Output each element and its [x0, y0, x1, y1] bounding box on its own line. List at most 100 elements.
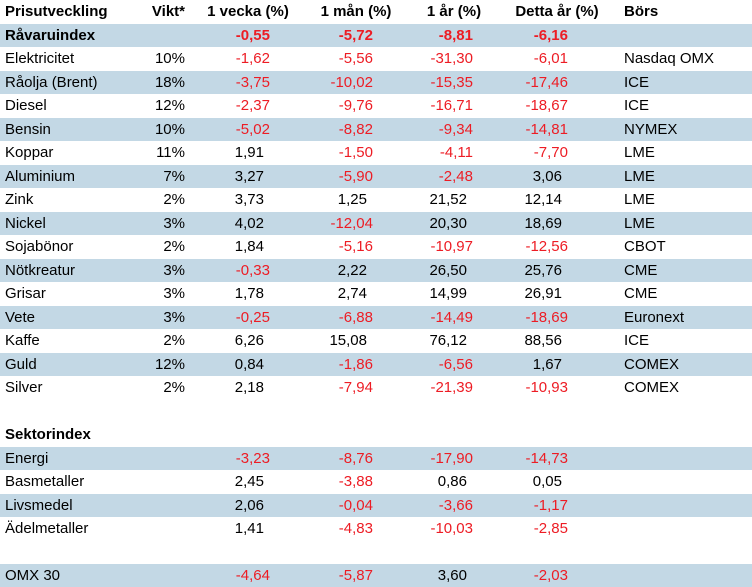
- vecka-value: -0,55: [235, 26, 270, 44]
- man-value: -5,72: [338, 26, 373, 44]
- label-cell: Aluminium: [5, 167, 76, 185]
- ar-cell: -4,11: [406, 141, 502, 165]
- ar-cell: -2,48: [406, 165, 502, 189]
- vikt-cell: 3%: [163, 285, 185, 302]
- vecka-cell: -4,64: [190, 564, 306, 587]
- detta-cell: -12,56: [502, 235, 612, 259]
- ar-cell: 14,99: [406, 282, 502, 306]
- detta-value: -6,16: [533, 26, 568, 44]
- column-header-detta: Detta år (%): [515, 3, 599, 20]
- vecka-value: 4,02: [234, 214, 264, 232]
- man-value: -9,76: [338, 97, 373, 114]
- vecka-cell: 2,18: [190, 376, 306, 400]
- table-row: Bensin 10% -5,02 -8,82 -9,34 -14,81 NYMEX: [0, 117, 752, 142]
- vecka-value: -0,33: [235, 261, 270, 279]
- ar-value: -8,81: [438, 26, 473, 44]
- man-value: 2,74: [337, 285, 367, 302]
- bors-cell: LME: [624, 214, 655, 232]
- bors-cell: ICE: [624, 97, 650, 114]
- table-row: Råolja (Brent) 18% -3,75 -10,02 -15,35 -17,46…: [0, 70, 752, 95]
- vecka-cell: -5,02: [190, 118, 306, 142]
- detta-value: 3,06: [532, 167, 562, 185]
- man-value: -3,88: [338, 473, 373, 490]
- table-row: OMX 30 -4,64 -5,87 3,60 -2,03: [0, 564, 752, 587]
- detta-cell: -6,16: [502, 24, 612, 48]
- table-row: Zink 2% 3,73 1,25 21,52 12,14 LME: [0, 188, 752, 212]
- ar-value: -10,97: [430, 238, 473, 255]
- ar-value: -31,30: [430, 50, 473, 67]
- bors-cell: LME: [624, 191, 655, 208]
- table-row: Energi -3,23 -8,76 -17,90 -14,73: [0, 446, 752, 471]
- label-cell: Koppar: [5, 144, 54, 161]
- detta-value: 18,69: [524, 214, 562, 232]
- detta-value: 88,56: [524, 332, 562, 349]
- ar-value: -16,71: [430, 97, 473, 114]
- man-cell: -8,76: [306, 447, 406, 471]
- vikt-cell: 3%: [163, 308, 185, 326]
- spacer-cell: [0, 541, 752, 565]
- detta-cell: 3,06: [502, 165, 612, 189]
- header-row: Prisutveckling Vikt* 1 vecka (%) 1 mån (%) 1…: [0, 0, 752, 24]
- vecka-value: 0,84: [234, 355, 264, 373]
- label-cell: Grisar: [5, 285, 46, 302]
- bors-cell: [612, 470, 752, 494]
- detta-value: -1,17: [533, 496, 568, 514]
- table-row: Vete 3% -0,25 -6,88 -14,49 -18,69 Euronext: [0, 305, 752, 330]
- vikt-cell: [140, 564, 190, 587]
- man-value: 1,25: [337, 191, 367, 208]
- ar-cell: -17,90: [406, 447, 502, 471]
- vecka-cell: -3,75: [190, 71, 306, 95]
- label-cell: Zink: [5, 191, 34, 208]
- vikt-cell: 2%: [163, 379, 185, 396]
- detta-value: 26,91: [524, 285, 562, 302]
- ar-value: -15,35: [430, 73, 473, 91]
- ar-cell: -14,49: [406, 306, 502, 330]
- vecka-value: -2,37: [235, 97, 270, 114]
- ar-cell: -3,66: [406, 494, 502, 518]
- ar-value: -4,11: [439, 144, 473, 161]
- label-cell: Diesel: [5, 97, 47, 114]
- ar-value: -14,49: [430, 308, 473, 326]
- man-cell: -5,72: [306, 24, 406, 48]
- detta-value: -6,01: [533, 50, 568, 67]
- vikt-cell: 7%: [163, 167, 185, 185]
- label-cell: Livsmedel: [5, 496, 73, 514]
- column-header-man: 1 mån (%): [320, 3, 392, 20]
- man-cell: -5,56: [306, 47, 406, 71]
- ar-cell: 3,60: [406, 564, 502, 587]
- bors-cell: Nasdaq OMX: [624, 50, 715, 67]
- vecka-value: -3,75: [235, 73, 270, 91]
- label-cell: Guld: [5, 355, 37, 373]
- vecka-value: 3,73: [234, 191, 264, 208]
- label-cell: Råolja (Brent): [5, 73, 98, 91]
- empty-cell: [190, 423, 306, 447]
- label-cell: Nötkreatur: [5, 261, 76, 279]
- label-cell: Elektricitet: [5, 50, 75, 67]
- man-value: -12,04: [330, 214, 373, 232]
- detta-cell: -2,03: [502, 564, 612, 587]
- detta-cell: -1,17: [502, 494, 612, 518]
- column-header-label: Prisutveckling: [5, 3, 108, 20]
- detta-value: 0,05: [532, 473, 562, 490]
- vecka-value: 1,84: [234, 238, 264, 255]
- column-header-bors: Börs: [624, 3, 659, 20]
- table-row: Elektricitet 10% -1,62 -5,56 -31,30 -6,01 Nasd…: [0, 47, 752, 71]
- table-row: Basmetaller 2,45 -3,88 0,86 0,05: [0, 470, 752, 494]
- table-row: Livsmedel 2,06 -0,04 -3,66 -1,17: [0, 493, 752, 518]
- man-value: -5,87: [338, 567, 373, 584]
- detta-value: -18,67: [525, 97, 568, 114]
- man-value: -5,56: [338, 50, 373, 67]
- table-body: Råvaruindex -0,55 -5,72 -8,81 -6,16 Elektrici…: [0, 23, 752, 587]
- column-header-vecka: 1 vecka (%): [207, 3, 289, 20]
- table-row: Koppar 11% 1,91 -1,50 -4,11 -7,70 LME: [0, 141, 752, 165]
- ar-value: 21,52: [429, 191, 467, 208]
- ar-cell: -21,39: [406, 376, 502, 400]
- vecka-cell: 1,84: [190, 235, 306, 259]
- vikt-cell: 12%: [154, 97, 185, 114]
- table-row: Nötkreatur 3% -0,33 2,22 26,50 25,76 CME: [0, 258, 752, 282]
- man-value: -1,86: [338, 355, 373, 373]
- ar-value: 3,60: [437, 567, 467, 584]
- ar-cell: 0,86: [406, 470, 502, 494]
- man-value: 15,08: [329, 332, 367, 349]
- vikt-cell: 10%: [154, 120, 185, 138]
